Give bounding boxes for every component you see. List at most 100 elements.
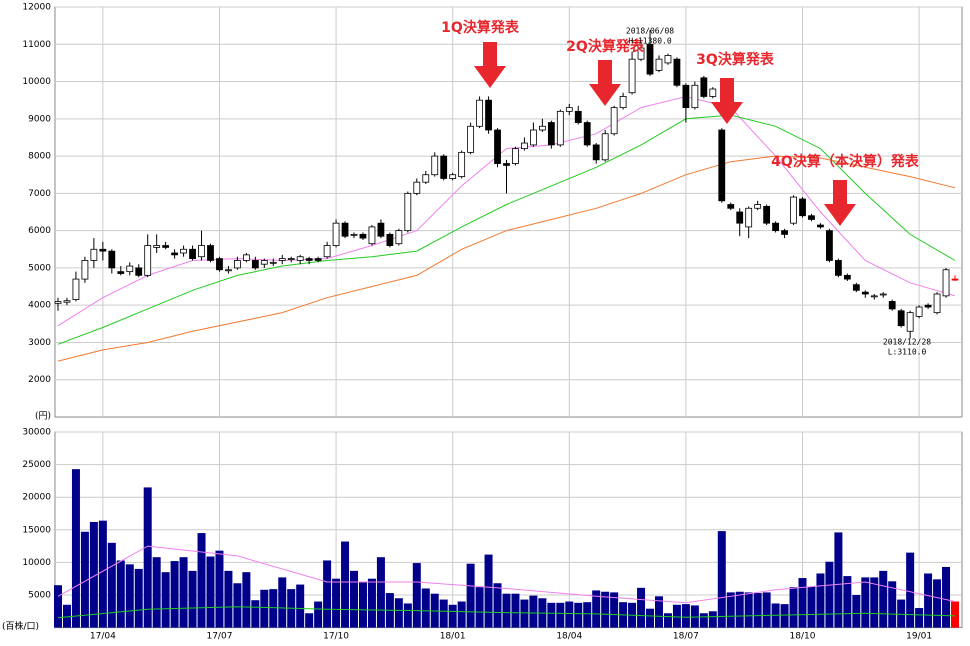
candle-body (485, 99, 492, 131)
volume-bar (924, 573, 933, 628)
candle-body (574, 110, 582, 123)
y-tick-label: 5000 (28, 263, 51, 273)
volume-bar (888, 581, 897, 628)
volume-bar (726, 592, 735, 628)
volume-bar (224, 570, 233, 628)
volume-bar (861, 577, 870, 628)
volume-bar (448, 604, 457, 628)
volume-bar (870, 577, 879, 628)
volume-bar (654, 596, 663, 628)
volume-bar (143, 487, 152, 628)
candle-body (843, 274, 851, 280)
volume-bar (161, 572, 170, 628)
volume-bar (188, 570, 197, 628)
candle-body (395, 230, 403, 245)
y-axis-unit: (百株/口) (2, 620, 39, 632)
volume-bar (681, 604, 690, 628)
volume-bar (152, 557, 161, 628)
volume-bar (403, 603, 412, 628)
candle-body (90, 248, 98, 261)
volume-bar (116, 560, 125, 628)
volume-bar (376, 557, 385, 628)
volume-bar (179, 557, 188, 628)
candle-body (449, 174, 457, 179)
volume-bar (744, 592, 753, 628)
candle-body (736, 211, 744, 224)
candle-body (108, 250, 116, 269)
y-tick-label: 25000 (22, 460, 51, 470)
candle-body (180, 248, 187, 254)
candle-body (673, 58, 681, 86)
volume-bar (242, 572, 251, 628)
volume-bar (394, 598, 403, 628)
volume-bar (350, 570, 359, 628)
moving-average (57, 155, 956, 362)
candle-body (521, 142, 528, 150)
volume-bar (592, 590, 601, 628)
volume-bar (125, 564, 134, 628)
candle-body (664, 55, 672, 64)
annotation: 1Q決算発表 (441, 19, 520, 36)
volume-bar (502, 593, 511, 628)
candle-body (332, 222, 340, 246)
moving-average (57, 606, 956, 619)
candle-body (781, 230, 788, 235)
candle-body (54, 301, 62, 304)
volume-bar (834, 532, 843, 628)
candle-body (852, 284, 860, 291)
candle-body (709, 88, 717, 97)
volume-bar (332, 578, 341, 628)
candle-body (225, 269, 232, 272)
candle-body (655, 58, 663, 71)
x-tick-label: 19/01 (906, 632, 932, 642)
x-tick-label: 18/04 (556, 632, 582, 642)
volume-bar (215, 550, 224, 628)
y-tick-label: 20000 (22, 493, 51, 503)
annotation-arrow (474, 42, 506, 88)
volume-bar (574, 602, 583, 628)
annotation-arrow (711, 78, 743, 124)
candle-body (278, 258, 286, 261)
y-tick-label: 10000 (22, 77, 51, 87)
x-tick-label: 17/07 (206, 632, 232, 642)
volume-bar (80, 531, 89, 628)
volume-bar (735, 591, 744, 628)
candle-body (476, 99, 483, 127)
volume-bar (583, 602, 592, 628)
volume-bar (439, 599, 448, 628)
volume-bar (134, 568, 143, 628)
volume-bar (358, 581, 367, 628)
annotation-arrow (589, 60, 621, 106)
candle-body (377, 222, 385, 237)
volume-bar (260, 589, 269, 628)
candle-body (610, 107, 618, 135)
volume-bar (269, 589, 278, 628)
candle-body (924, 304, 932, 308)
volume-bar (565, 601, 574, 628)
candle-body (718, 129, 726, 202)
volume-bar (637, 587, 646, 628)
annotation: 2Q決算発表 (566, 38, 645, 55)
candle-body (646, 43, 654, 75)
y-tick-label: 11000 (22, 40, 51, 50)
candle-body (458, 151, 466, 177)
candle-body (153, 245, 161, 248)
candle-body (897, 310, 905, 327)
candle-body (817, 224, 824, 228)
volume-bar (71, 469, 80, 628)
candle-body (467, 125, 475, 153)
annotation: 3Q決算発表 (696, 51, 775, 68)
volume-bar (717, 531, 726, 628)
volume-bar (942, 566, 951, 628)
candle-body (763, 206, 771, 224)
extreme-label: 2018/12/28 (883, 338, 931, 347)
volume-bar (89, 521, 98, 628)
volume-bar (762, 592, 771, 628)
candle-body (242, 254, 250, 261)
volume-bar (816, 573, 825, 628)
volume-bar (825, 561, 834, 628)
candle-body (260, 260, 268, 265)
volume-bar (323, 560, 332, 628)
volume-bar (807, 586, 816, 628)
candle-body (81, 260, 89, 280)
